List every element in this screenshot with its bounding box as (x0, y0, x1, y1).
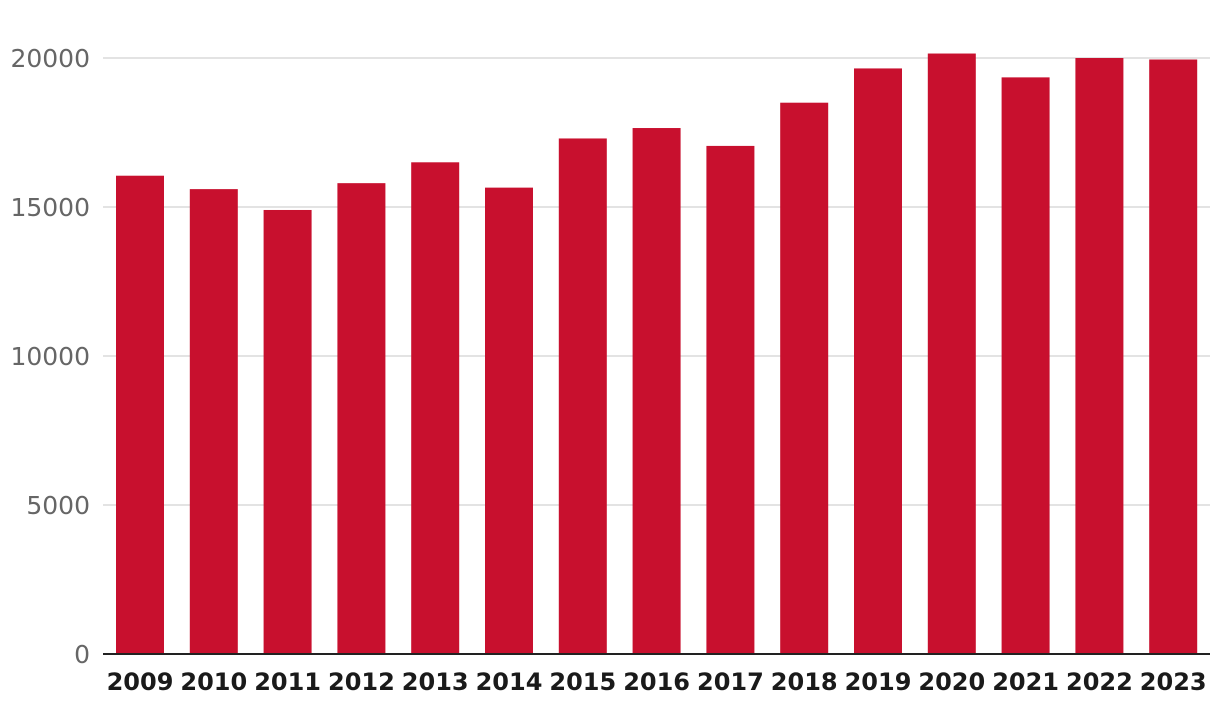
x-tick-label: 2020 (918, 668, 985, 696)
x-tick-label: 2009 (107, 668, 174, 696)
bar-2011 (263, 209, 312, 655)
y-tick-label: 20000 (10, 44, 90, 73)
x-tick-label: 2010 (180, 668, 247, 696)
bar-2019 (854, 68, 902, 655)
x-axis-ticks: 2009 2010 2011 2012 2013 2014 2015 2016 2017 2018… (107, 668, 1207, 696)
bar-2009 (116, 175, 164, 654)
bar-2015 (558, 138, 607, 654)
bar-2023 (1149, 59, 1198, 655)
x-tick-label: 2013 (402, 668, 469, 696)
x-tick-label: 2015 (549, 668, 616, 696)
x-tick-label: 2011 (254, 668, 321, 696)
x-tick-label: 2018 (771, 668, 838, 696)
bar-2017 (706, 145, 755, 654)
x-tick-label: 2021 (992, 668, 1059, 696)
x-tick-label: 2014 (476, 668, 543, 696)
bar-2013 (411, 162, 460, 655)
y-tick-label: 0 (74, 640, 90, 669)
y-tick-label: 5000 (26, 491, 90, 520)
x-tick-label: 2016 (623, 668, 690, 696)
bar-2014 (485, 187, 533, 654)
bar-2012 (337, 183, 386, 654)
y-tick-label: 10000 (10, 342, 90, 371)
bar-2018 (780, 102, 829, 654)
bar-2022 (1075, 58, 1124, 654)
bar-2016 (632, 128, 681, 654)
bars (116, 53, 1198, 655)
x-tick-label: 2022 (1066, 668, 1133, 696)
bar-2021 (1001, 77, 1050, 655)
x-tick-label: 2017 (697, 668, 764, 696)
bar-2010 (189, 189, 238, 654)
bar-2020 (927, 53, 976, 654)
x-tick-label: 2019 (845, 668, 912, 696)
y-tick-label: 15000 (10, 193, 90, 222)
y-axis-ticks: 0 5000 10000 15000 20000 (10, 44, 90, 669)
x-tick-label: 2023 (1140, 668, 1207, 696)
x-tick-label: 2012 (328, 668, 395, 696)
